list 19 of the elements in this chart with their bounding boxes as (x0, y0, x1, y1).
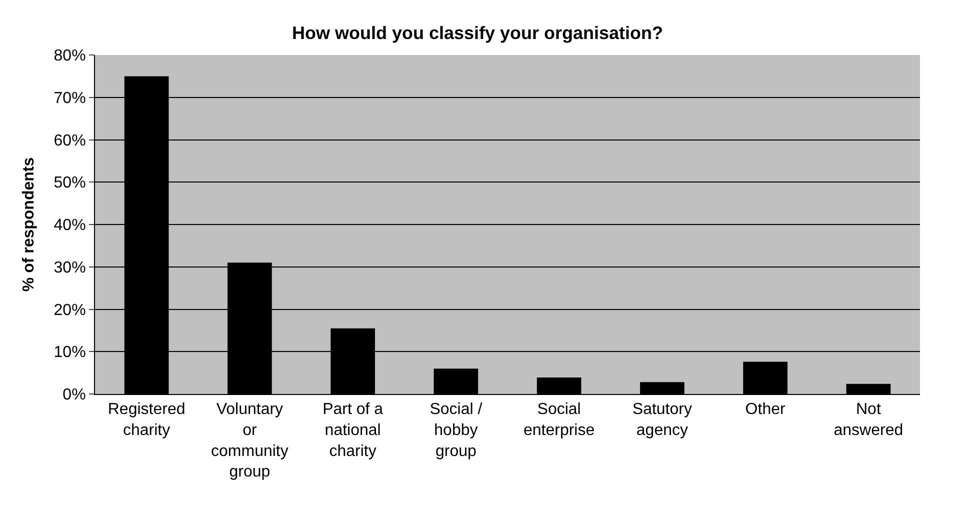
x-tick-label: Satutory agency (632, 401, 692, 439)
y-tick-label: 50% (54, 174, 86, 192)
x-tick-label: Social / hobby group (430, 401, 483, 460)
x-tick-label: Registered charity (108, 401, 186, 439)
x-tick-label: Social enterprise (523, 401, 595, 439)
y-tick-label: 40% (54, 217, 86, 234)
y-tick-label: 10% (54, 344, 86, 362)
chart-title: How would you classify your organisation? (292, 22, 664, 43)
x-tick-label: Part of a national charity (322, 401, 384, 460)
y-tick-label: 80% (54, 48, 86, 65)
x-tick-label: Other (745, 401, 786, 418)
x-tick-label: Voluntary or community group (211, 401, 288, 481)
y-tick-label: 20% (54, 302, 86, 319)
y-tick-label: 60% (54, 132, 86, 150)
y-axis-title: % of respondents (20, 157, 38, 292)
x-tick-label: Not answered (834, 401, 904, 439)
y-tick-label: 30% (54, 259, 86, 276)
y-tick-label: 0% (62, 386, 86, 404)
y-tick-label: 70% (54, 90, 86, 107)
